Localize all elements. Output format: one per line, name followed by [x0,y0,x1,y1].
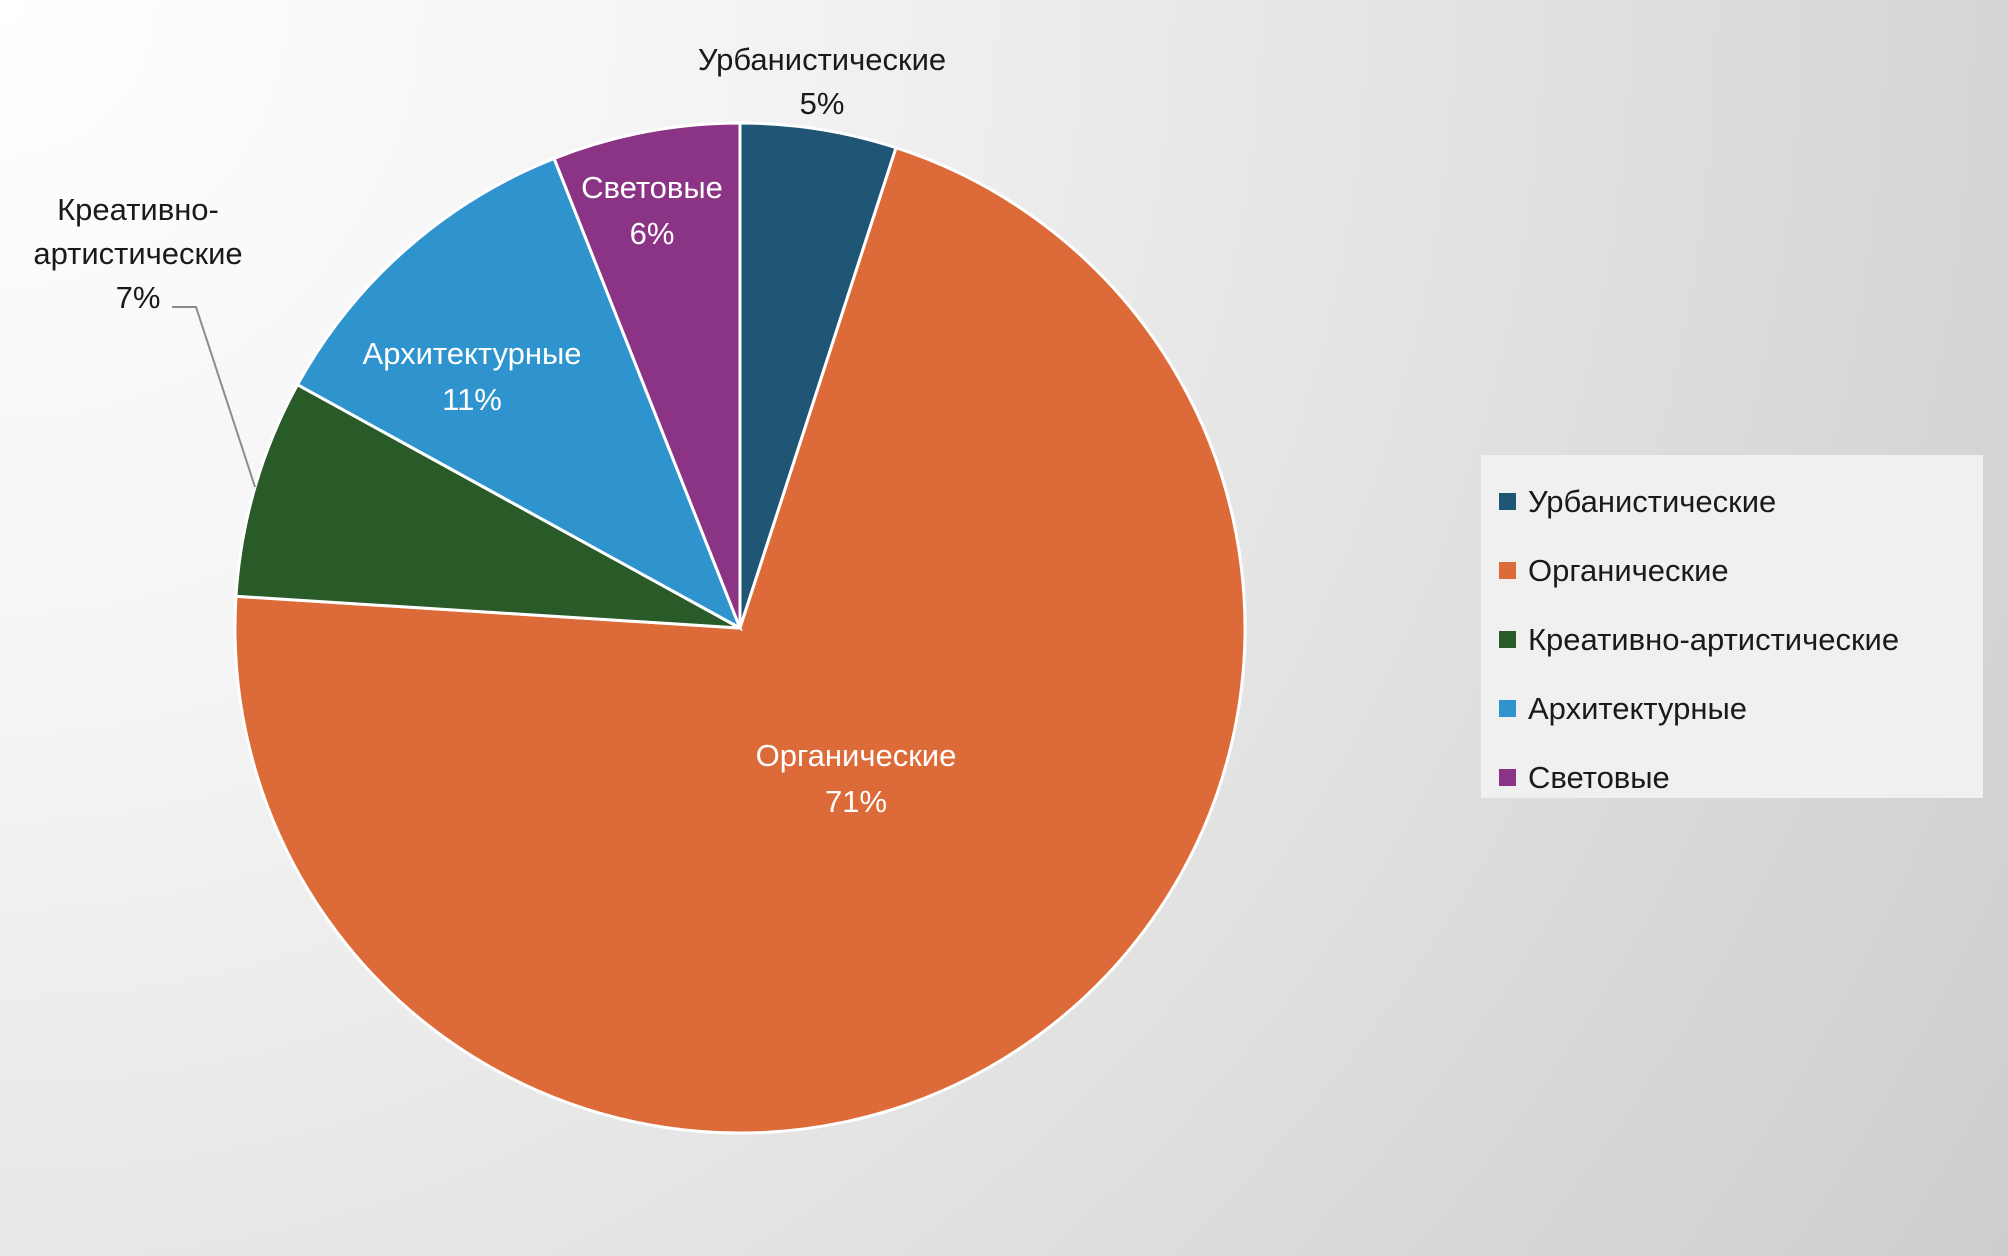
data-label-line: Урбанистические [698,42,946,77]
legend-label: Архитектурные [1528,690,1747,726]
data-label-1: Урбанистические 5% [698,42,946,121]
pie-slice-2 [233,145,1247,1135]
data-label-line: 6% [630,216,675,251]
legend-label: Световые [1528,759,1670,795]
legend-item: Световые [1499,743,1983,812]
legend-label: Урбанистические [1528,483,1777,519]
legend-swatch [1499,493,1516,510]
pie-slice-4 [295,156,743,632]
data-label-line: Креативно- [57,192,219,227]
data-label-4: Архитектурные 11% [363,336,582,417]
data-label-line: 7% [116,280,161,315]
data-label-3: Креативно-артистические 7% [33,192,242,315]
leader-line [172,306,257,488]
data-label-line: Световые [581,170,723,205]
pie-slice-5 [552,121,742,629]
legend-item: Креативно-артистические [1499,605,1983,674]
legend-label: Креативно-артистические [1528,621,1900,657]
data-label-line: артистические [33,236,242,271]
chart-legend: Урбанистические Органические Креативно-арт… [1481,455,1983,798]
data-label-line: Органические [756,738,957,773]
data-label-2: Органические 71% [756,738,957,819]
legend-item: Архитектурные [1499,674,1983,743]
data-label-5: Световые 6% [581,170,723,251]
legend-item: Органические [1499,536,1983,605]
pie-slice-1 [738,121,898,629]
legend-item: Урбанистические [1499,467,1983,536]
legend-swatch [1499,700,1516,717]
data-label-line: 11% [442,382,502,417]
legend-swatch [1499,562,1516,579]
data-label-line: Архитектурные [363,336,582,371]
legend-swatch [1499,631,1516,648]
data-label-line: 5% [800,86,845,121]
data-label-line: 71% [825,784,887,819]
legend-swatch [1499,769,1516,786]
legend-label: Органические [1528,552,1729,588]
